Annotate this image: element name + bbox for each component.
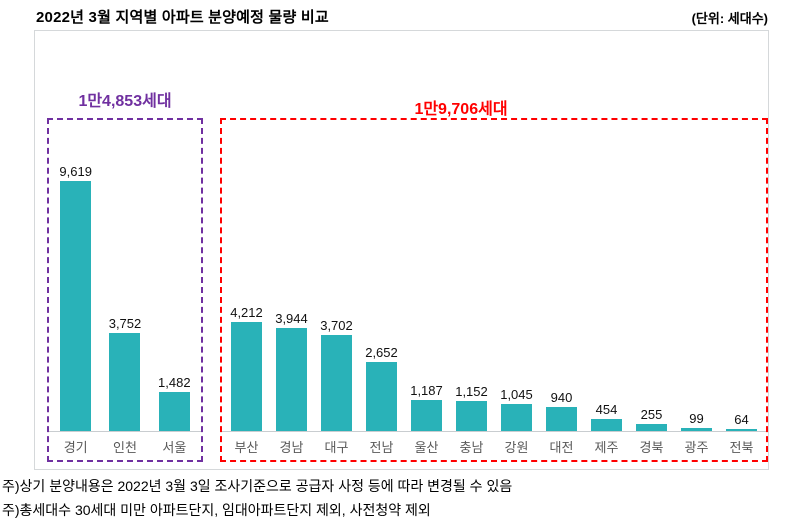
bar-value-label: 3,944 bbox=[275, 311, 308, 326]
bar-group-regional-대구: 3,702 bbox=[314, 318, 359, 431]
bar-group-metro-경기: 9,619 bbox=[51, 164, 100, 431]
bar-group-regional-전북: 64 bbox=[719, 412, 764, 431]
bar-group-regional-제주: 454 bbox=[584, 402, 629, 431]
category-label: 광주 bbox=[684, 439, 709, 455]
category-label: 인천 bbox=[113, 439, 137, 455]
bar-rect bbox=[231, 322, 262, 431]
bar-value-label: 1,045 bbox=[500, 387, 533, 402]
category-label: 충남 bbox=[459, 439, 484, 455]
bar-value-label: 1,187 bbox=[410, 383, 443, 398]
regional-category-labels: 부산 경남 대구 전남 울산 충남 강원 대전 제주 경북 광주 전북 bbox=[222, 432, 766, 460]
bar-value-label: 3,752 bbox=[108, 316, 142, 331]
bar-value-label: 64 bbox=[734, 412, 749, 427]
category-label: 부산 bbox=[234, 439, 259, 455]
category-label: 제주 bbox=[594, 439, 619, 455]
bar-rect bbox=[636, 424, 667, 431]
bar-group-metro-서울: 1,482 bbox=[150, 375, 199, 431]
bar-group-regional-울산: 1,187 bbox=[404, 383, 449, 431]
category-label: 대구 bbox=[324, 439, 349, 455]
bar-value-label: 9,619 bbox=[59, 164, 92, 179]
regional-total-label: 1만9,706세대 bbox=[414, 101, 508, 118]
bar-value-label: 2,652 bbox=[365, 345, 398, 360]
bar-value-label: 99 bbox=[689, 411, 704, 426]
bar-rect bbox=[726, 429, 757, 431]
bar-rect bbox=[366, 362, 397, 431]
footnote-2: 주)총세대수 30세대 미만 아파트단지, 임대아파트단지 제외, 사전청약 제… bbox=[2, 502, 431, 518]
bar-rect bbox=[321, 335, 352, 431]
bar-rect bbox=[60, 181, 92, 431]
bar-rect bbox=[546, 407, 577, 431]
bar-group-regional-강원: 1,045 bbox=[494, 387, 539, 431]
category-label: 서울 bbox=[162, 439, 187, 455]
category-label: 전북 bbox=[729, 439, 754, 455]
chart-title: 2022년 3월 지역별 아파트 분양예정 물량 비교 bbox=[36, 9, 329, 26]
bar-group-regional-대전: 940 bbox=[539, 390, 584, 431]
bar-value-label: 4,212 bbox=[230, 305, 263, 320]
bar-group-regional-경남: 3,944 bbox=[269, 311, 314, 431]
footnote-1: 주)상기 분양내용은 2022년 3월 3일 조사기준으로 공급자 사정 등에 … bbox=[2, 478, 513, 494]
category-label: 울산 bbox=[414, 439, 439, 455]
bar-rect bbox=[591, 419, 622, 431]
metro-bars: 9,619 3,752 1,482 bbox=[49, 120, 201, 432]
bar-group-regional-경북: 255 bbox=[629, 407, 674, 431]
chart-plot-area: 1만4,853세대 1만9,706세대 9,619 3,752 1,482 경기 인천… bbox=[34, 30, 769, 470]
category-label: 강원 bbox=[504, 439, 529, 455]
metro-group-box: 9,619 3,752 1,482 경기 인천 서울 bbox=[47, 118, 203, 462]
bar-rect bbox=[456, 401, 487, 431]
bar-value-label: 1,152 bbox=[455, 384, 488, 399]
regional-group-box: 4,212 3,944 3,702 2,652 1,187 1,152 1,045 940 45… bbox=[220, 118, 768, 462]
category-label: 대전 bbox=[549, 439, 574, 455]
bar-group-regional-광주: 99 bbox=[674, 411, 719, 431]
unit-label: (단위: 세대수) bbox=[691, 11, 768, 26]
bar-rect bbox=[158, 392, 190, 431]
footnotes: 주)상기 분양내용은 2022년 3월 3일 조사기준으로 공급자 사정 등에 … bbox=[2, 474, 512, 522]
bar-value-label: 940 bbox=[550, 390, 573, 405]
bar-group-regional-전남: 2,652 bbox=[359, 345, 404, 431]
bar-value-label: 454 bbox=[595, 402, 618, 417]
bar-rect bbox=[276, 328, 307, 431]
bar-rect bbox=[109, 333, 141, 431]
bar-group-metro-인천: 3,752 bbox=[100, 316, 149, 431]
bar-rect bbox=[501, 404, 532, 431]
category-label: 경기 bbox=[63, 439, 88, 455]
bar-group-regional-부산: 4,212 bbox=[224, 305, 269, 431]
bar-group-regional-충남: 1,152 bbox=[449, 384, 494, 431]
metro-total-label: 1만4,853세대 bbox=[78, 93, 172, 110]
category-label: 경북 bbox=[639, 439, 664, 455]
bar-rect bbox=[411, 400, 442, 431]
category-label: 전남 bbox=[369, 439, 394, 455]
category-label: 경남 bbox=[279, 439, 304, 455]
metro-category-labels: 경기 인천 서울 bbox=[49, 432, 201, 460]
bar-value-label: 255 bbox=[640, 407, 663, 422]
bar-value-label: 1,482 bbox=[158, 375, 191, 390]
regional-bars: 4,212 3,944 3,702 2,652 1,187 1,152 1,045 940 45… bbox=[222, 120, 766, 432]
bar-value-label: 3,702 bbox=[320, 318, 353, 333]
bar-rect bbox=[681, 428, 712, 431]
